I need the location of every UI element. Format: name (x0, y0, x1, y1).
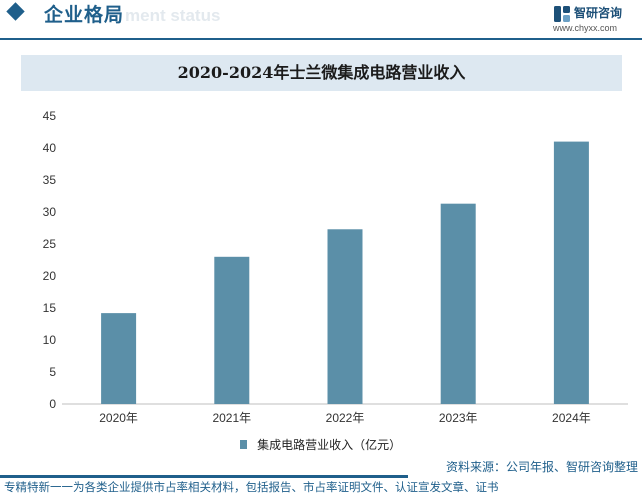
legend-label: 集成电路营业收入（亿元） (257, 438, 402, 452)
x-tick-label-3: 2023年 (439, 411, 478, 425)
footer-rule (0, 475, 408, 478)
bar-3 (440, 203, 476, 404)
x-tick-label-4: 2024年 (552, 411, 591, 425)
y-tick-label-0: 0 (49, 397, 56, 411)
logo-mark-icon (554, 6, 570, 22)
y-tick-label-4: 20 (43, 269, 57, 283)
y-tick-label-3: 15 (43, 301, 57, 315)
chart-title-band: 2020-2024年士兰微集成电路营业收入 (21, 55, 622, 91)
y-tick-label-2: 10 (43, 333, 57, 347)
logo-url: www.chyxx.com (553, 23, 618, 33)
y-tick-label-9: 45 (43, 109, 57, 123)
header: 企业格局 ment status 智研咨询 www.chyxx.com (0, 0, 642, 40)
bar-2 (327, 229, 363, 404)
y-tick-label-5: 25 (43, 237, 57, 251)
bar-chart: 0 5 10 15 20 25 30 35 40 45 2020年 2021年 2022年 2023年 20… (43, 109, 628, 425)
section-title: 企业格局 (44, 4, 125, 26)
footer-note: 专精特新一一为各类企业提供市占率相关材料，包括报告、市占率证明文件、认证宣发文章… (4, 480, 499, 494)
legend-swatch (240, 440, 247, 449)
bar-4 (553, 141, 589, 404)
y-tick-label-7: 35 (43, 173, 57, 187)
logo: 智研咨询 www.chyxx.com (553, 4, 639, 36)
x-tick-label-1: 2021年 (212, 411, 251, 425)
chart-title: 2020-2024年士兰微集成电路营业收入 (177, 63, 466, 82)
bar-0 (101, 313, 137, 404)
y-tick-label-8: 40 (43, 141, 57, 155)
y-tick-label-6: 30 (43, 205, 57, 219)
source-note: 资料来源：公司年报、智研咨询整理 (445, 460, 638, 474)
bar-1 (214, 256, 250, 404)
legend: 集成电路营业收入（亿元） (240, 434, 402, 452)
header-rule (0, 38, 642, 40)
x-tick-label-2: 2022年 (326, 411, 365, 425)
diamond-icon (6, 2, 25, 21)
y-tick-label-1: 5 (49, 365, 56, 379)
logo-name: 智研咨询 (574, 6, 623, 20)
x-tick-label-0: 2020年 (99, 411, 138, 425)
section-title-ghost: ment status (125, 6, 221, 25)
